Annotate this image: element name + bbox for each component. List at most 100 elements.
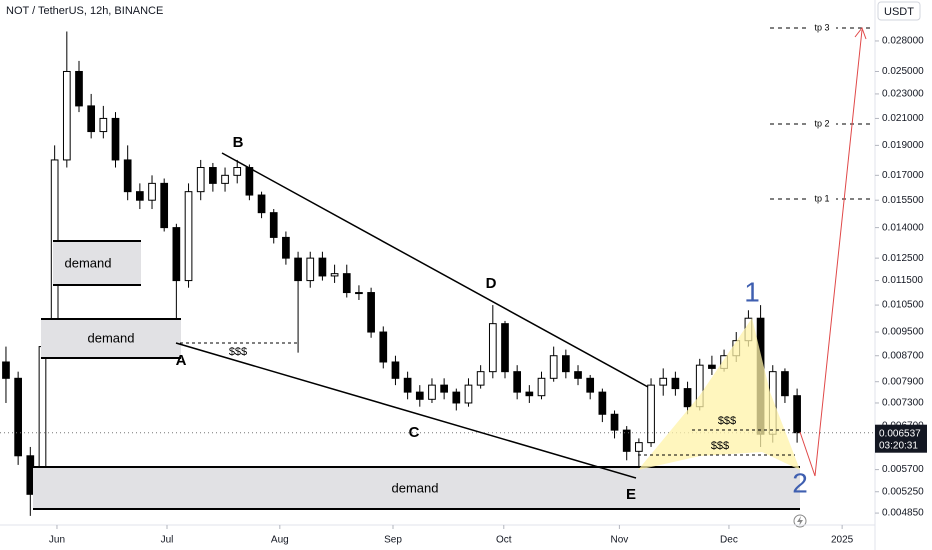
y-tick-label: 0.028000 — [882, 36, 924, 47]
candle-body — [391, 361, 400, 379]
target-label: tp 3 — [814, 22, 829, 32]
x-tick-label: Oct — [496, 535, 512, 546]
candle-body — [355, 292, 363, 295]
x-tick-label: 2025 — [831, 535, 854, 546]
candle-body — [209, 167, 217, 184]
candle-body — [549, 355, 558, 379]
candle-body — [294, 257, 302, 282]
candle-body — [123, 159, 132, 193]
candle-body — [781, 371, 789, 397]
arrow-head — [854, 26, 867, 40]
demand-zone — [53, 241, 141, 285]
liquidity-label: $$$ — [711, 440, 729, 452]
y-tick-label: 0.010500 — [882, 300, 924, 311]
candle-body — [659, 377, 668, 386]
candle-body — [793, 395, 801, 434]
candle-body — [501, 323, 509, 373]
y-tick-label: 0.005700 — [882, 464, 924, 475]
x-tick-label: Nov — [611, 535, 629, 546]
liquidity-label: $$$ — [229, 346, 247, 358]
candle-body — [440, 384, 448, 393]
candle-body — [257, 194, 266, 214]
candle-body — [671, 377, 680, 390]
chart-title: NOT / TetherUS, 12h, BINANCE — [6, 5, 163, 17]
y-tick-label: 0.025000 — [882, 66, 924, 77]
x-tick-label: Jun — [49, 535, 65, 546]
wave-label: 2 — [792, 467, 808, 498]
candle-body — [342, 273, 351, 294]
candle-body — [586, 377, 595, 393]
candle-body — [2, 361, 10, 379]
point-label: A — [176, 352, 187, 369]
candle-body — [62, 70, 71, 161]
candle-body — [245, 167, 254, 196]
candle-body — [562, 355, 570, 373]
candle-body — [160, 182, 169, 229]
candle-body — [476, 371, 485, 386]
y-tick-label: 0.021000 — [882, 113, 924, 124]
candle-body — [622, 429, 631, 452]
candle-body — [537, 377, 546, 397]
candle-body — [488, 323, 497, 373]
zone-label: demand — [88, 330, 135, 345]
currency-button[interactable] — [877, 1, 921, 21]
candle-body — [367, 292, 375, 333]
countdown-label: 03:20:31 — [879, 440, 918, 451]
replay-icon[interactable] — [793, 514, 807, 528]
candle-body — [99, 117, 108, 133]
target-bg — [808, 193, 836, 205]
y-tick-label: 0.009500 — [882, 327, 924, 338]
candle-body — [75, 70, 83, 107]
target-label: tp 2 — [814, 118, 829, 128]
candle-body — [635, 442, 643, 452]
candle-body — [708, 364, 716, 369]
candle-body — [647, 384, 655, 444]
candle-body — [428, 384, 436, 400]
candle-body — [184, 191, 193, 282]
candle-body — [683, 388, 692, 408]
y-tick-label: 0.008700 — [882, 350, 924, 361]
demand-zone — [41, 319, 181, 358]
y-tick-label: 0.017000 — [882, 170, 924, 181]
point-label: B — [233, 134, 244, 151]
y-tick-label: 0.023000 — [882, 89, 924, 100]
candle-body — [148, 182, 156, 201]
y-tick-label: 0.005250 — [882, 486, 924, 497]
liquidity-label: $$$ — [718, 415, 736, 427]
candle-body — [574, 371, 582, 379]
drawings: demand demand demand $$$ $$$ $$$ B A D C… — [33, 22, 870, 528]
x-tick-label: Sep — [384, 535, 402, 546]
candle-body — [136, 191, 144, 201]
y-tick-label: 0.004850 — [882, 508, 924, 519]
candle-body — [87, 105, 96, 133]
y-tick-label: 0.007300 — [882, 398, 924, 409]
candle-body — [14, 377, 22, 457]
plot-area — [0, 31, 875, 516]
target-bg — [808, 118, 836, 130]
projection-path — [799, 29, 863, 477]
candle-body — [26, 455, 35, 495]
y-tick-label: 0.014000 — [882, 222, 924, 233]
currency-label: USDT — [884, 6, 914, 18]
candle-body — [415, 391, 424, 400]
candle-body — [172, 227, 181, 282]
target-label: tp 1 — [814, 193, 829, 203]
candle-body — [598, 391, 607, 415]
point-label: D — [486, 275, 497, 292]
candle-body — [403, 377, 412, 393]
x-tick-label: Jul — [161, 535, 174, 546]
candle-body — [379, 331, 388, 363]
replay-icon-glyph — [797, 516, 803, 526]
zone-label: demand — [65, 255, 112, 270]
candle-body — [282, 236, 290, 259]
wave-label: 1 — [744, 276, 760, 307]
candle-body — [513, 371, 522, 393]
trend-line — [175, 342, 637, 479]
target-bg — [808, 22, 836, 34]
last-price-label: 0.006537 — [879, 428, 921, 439]
zone-label: demand — [392, 480, 439, 495]
x-tick-label: Dec — [720, 535, 738, 546]
y-tick-label: 0.015500 — [882, 195, 924, 206]
candle-body — [233, 167, 242, 176]
